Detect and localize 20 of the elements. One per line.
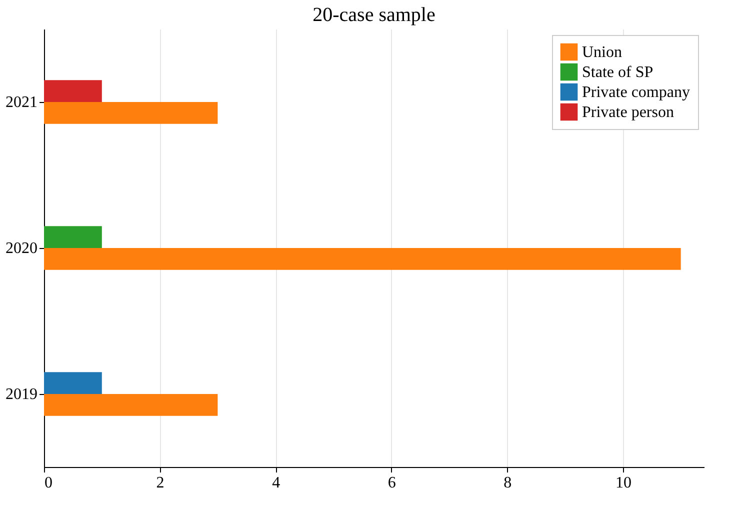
- y-tick-label: 2021: [6, 94, 38, 111]
- bar: [44, 80, 102, 102]
- bar: [44, 226, 102, 248]
- bar: [44, 394, 218, 416]
- bar: [44, 372, 102, 394]
- bar: [44, 102, 218, 124]
- x-tick-label: 10: [615, 474, 632, 492]
- y-tick-label: 2019: [6, 386, 38, 403]
- legend-label: State of SP: [582, 64, 654, 81]
- legend-label: Private person: [582, 104, 674, 121]
- x-tick-label: 0: [44, 474, 52, 492]
- y-tick-label: 2020: [6, 240, 38, 257]
- legend-label: Union: [582, 44, 622, 61]
- bar: [44, 248, 681, 270]
- x-tick-label: 4: [272, 474, 280, 492]
- x-tick-label: 2: [156, 474, 164, 492]
- legend-label: Private company: [582, 84, 690, 101]
- chart-title: 20-case sample: [312, 4, 436, 26]
- x-tick-label: 8: [504, 474, 512, 492]
- x-tick-label: 6: [388, 474, 396, 492]
